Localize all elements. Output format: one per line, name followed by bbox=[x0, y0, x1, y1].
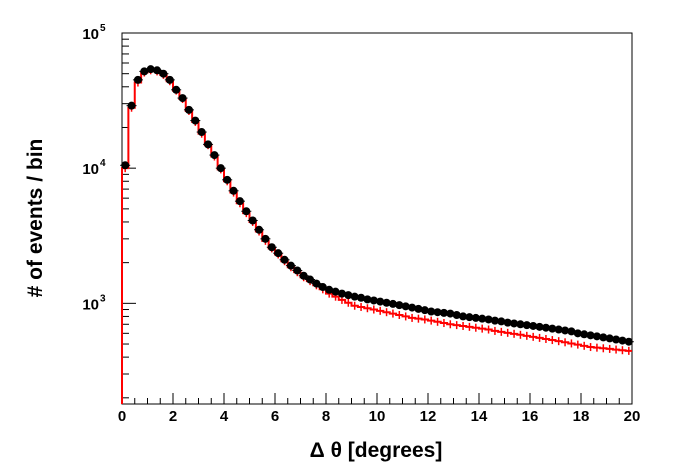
data-point bbox=[522, 321, 531, 330]
data-point bbox=[229, 186, 238, 195]
x-tick-label: 8 bbox=[322, 408, 330, 425]
x-axis-title: Δ θ [degrees] bbox=[310, 439, 443, 462]
data-point bbox=[414, 304, 423, 313]
data-point bbox=[478, 314, 487, 323]
data-point bbox=[216, 164, 225, 173]
data-point bbox=[510, 319, 519, 328]
data-point bbox=[369, 296, 378, 305]
data-point bbox=[516, 320, 525, 329]
x-tick-label: 0 bbox=[118, 408, 126, 425]
data-point bbox=[223, 175, 232, 184]
data-point bbox=[573, 329, 582, 338]
step-histogram-series bbox=[121, 69, 632, 404]
data-point bbox=[605, 334, 614, 343]
data-point bbox=[382, 298, 391, 307]
data-point bbox=[503, 318, 512, 327]
data-point bbox=[159, 69, 168, 78]
data-point bbox=[535, 322, 544, 331]
x-tick-label: 4 bbox=[220, 408, 229, 425]
data-point bbox=[267, 243, 276, 252]
y-tick-label: 10 bbox=[82, 296, 99, 313]
data-point bbox=[497, 317, 506, 326]
data-point bbox=[408, 303, 417, 312]
data-point bbox=[286, 261, 295, 270]
plot-frame bbox=[121, 32, 633, 405]
data-point bbox=[599, 333, 608, 342]
y-tick-label: 10 bbox=[82, 161, 99, 178]
data-point bbox=[204, 140, 213, 149]
x-axis: 0 2 4 6 8 10 12 14 16 18 20 bbox=[118, 393, 641, 425]
data-point bbox=[376, 297, 385, 306]
data-point bbox=[235, 197, 244, 206]
y-tick-exponent: 4 bbox=[100, 158, 106, 169]
x-tick-label: 2 bbox=[169, 408, 177, 425]
data-point bbox=[433, 308, 442, 317]
data-point bbox=[561, 326, 570, 335]
data-point bbox=[165, 75, 174, 84]
data-point bbox=[401, 302, 410, 311]
y-tick-label: 10 bbox=[82, 26, 99, 43]
data-point bbox=[133, 75, 142, 84]
data-point bbox=[178, 94, 187, 103]
x-tick-label: 12 bbox=[420, 408, 437, 425]
data-point bbox=[255, 225, 264, 234]
data-point bbox=[306, 275, 315, 284]
data-point bbox=[618, 336, 627, 345]
data-point bbox=[586, 331, 595, 340]
data-point bbox=[146, 65, 155, 74]
data-point bbox=[191, 116, 200, 125]
data-point bbox=[274, 249, 283, 258]
data-point bbox=[592, 332, 601, 341]
data-point bbox=[350, 292, 359, 301]
data-point bbox=[293, 266, 302, 275]
data-point bbox=[471, 313, 480, 322]
data-point bbox=[197, 128, 206, 137]
data-point bbox=[242, 207, 251, 216]
x-tick-label: 18 bbox=[573, 408, 590, 425]
data-point bbox=[318, 283, 327, 292]
data-point bbox=[299, 271, 308, 280]
x-tick-label: 6 bbox=[271, 408, 279, 425]
data-point bbox=[548, 324, 557, 333]
data-point bbox=[490, 316, 499, 325]
data-point bbox=[210, 151, 219, 160]
data-point bbox=[395, 301, 404, 310]
y-tick-exponent: 5 bbox=[100, 23, 106, 34]
data-point bbox=[280, 255, 289, 264]
data-point bbox=[420, 306, 429, 315]
data-point bbox=[127, 101, 136, 110]
data-point bbox=[446, 309, 455, 318]
data-point bbox=[312, 279, 321, 288]
x-tick-label: 10 bbox=[369, 408, 386, 425]
data-point bbox=[261, 234, 270, 243]
data-point bbox=[172, 85, 181, 94]
data-point bbox=[529, 321, 538, 330]
data-point bbox=[184, 105, 193, 114]
data-point bbox=[554, 325, 563, 334]
data-point bbox=[427, 307, 436, 316]
x-tick-label: 20 bbox=[624, 408, 641, 425]
data-point bbox=[465, 313, 474, 322]
data-point bbox=[541, 323, 550, 332]
x-tick-label: 14 bbox=[471, 408, 488, 425]
data-point bbox=[121, 161, 130, 170]
data-point bbox=[363, 295, 372, 304]
data-point bbox=[452, 310, 461, 319]
series-layer bbox=[120, 65, 634, 404]
x-tick-label: 16 bbox=[522, 408, 539, 425]
data-point bbox=[624, 337, 633, 346]
data-point bbox=[439, 308, 448, 317]
y-tick-exponent: 3 bbox=[100, 293, 106, 304]
data-point bbox=[388, 299, 397, 308]
y-axis-title: # of events / bin bbox=[24, 139, 47, 298]
data-point bbox=[484, 315, 493, 324]
data-point bbox=[612, 335, 621, 344]
data-point bbox=[580, 330, 589, 339]
data-point bbox=[153, 66, 162, 75]
data-point bbox=[248, 216, 257, 225]
data-point bbox=[459, 312, 468, 321]
